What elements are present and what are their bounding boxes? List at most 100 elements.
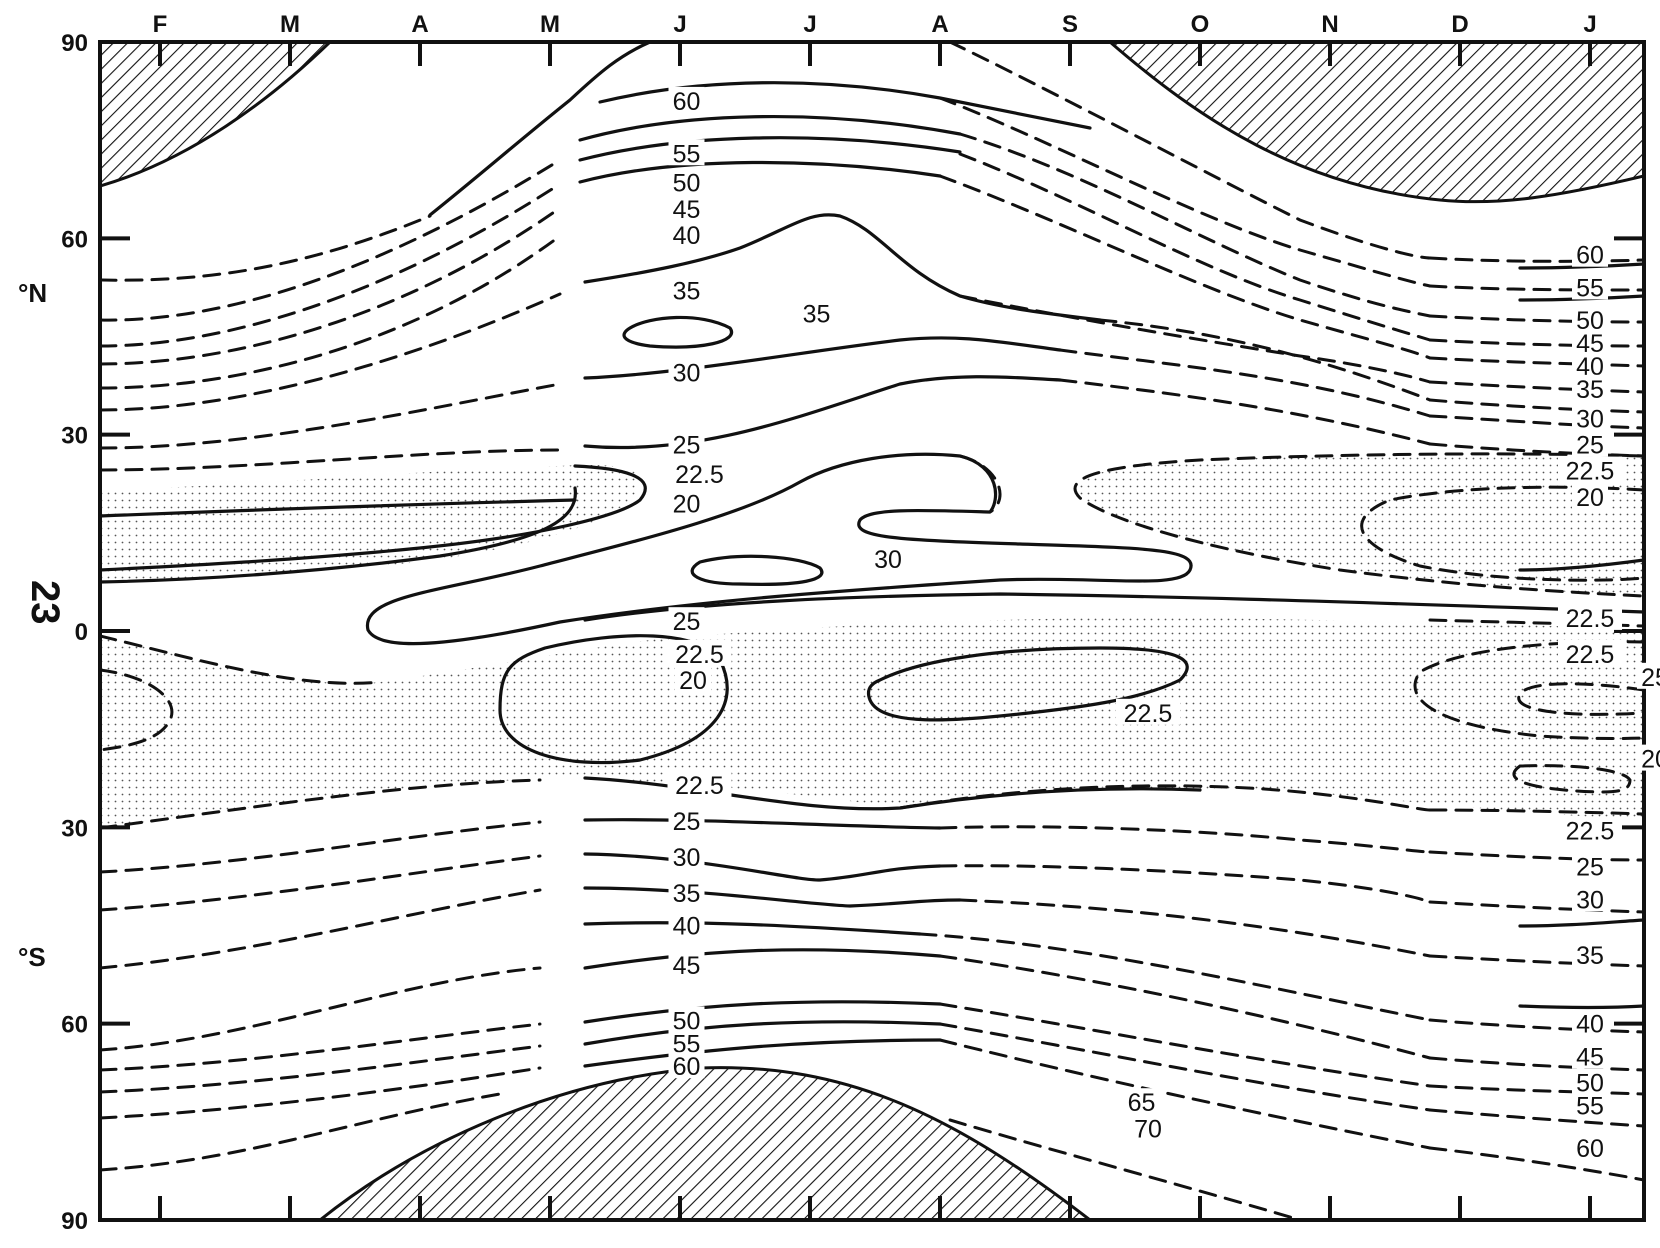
contour-label: 22.5 [675,461,724,489]
contour-line [100,668,174,752]
contour-line [938,954,1432,1060]
contour-line [1518,262,1644,270]
contour-line [1517,682,1644,716]
contour-line [1073,452,1644,598]
contour-line [100,292,562,412]
contour-label-halo [668,489,705,516]
contour-label-halo [668,1006,705,1033]
month-label: A [931,11,948,38]
contour-line [583,592,1644,622]
contour-line [866,646,1189,722]
contour-line [100,1092,502,1172]
contour-line [1428,414,1644,430]
contour-line [583,818,942,830]
contour-label-halo [1130,1114,1166,1141]
contour-label-halo [668,878,705,905]
contour-label: 22.5 [675,772,724,800]
contour-label: 55 [1576,1092,1604,1120]
contour-label: 35 [673,278,701,306]
contour-label-halo [1572,430,1608,457]
contour-line [428,42,652,217]
contour-line [100,634,382,685]
contour-label-halo [1572,1091,1608,1118]
contour-label-halo [668,806,705,833]
contour-label: 35 [1576,376,1604,404]
contour-line [622,315,734,349]
contour-line [938,174,1432,360]
contour-label: 20 [679,667,707,695]
contour-line [100,1044,542,1094]
contour-line [1518,1004,1644,1010]
contour-label-halo [1572,1134,1608,1161]
dotted-region-south [100,618,1644,828]
contour-label-halo [1572,273,1608,300]
contour-label-halo [1572,1009,1608,1036]
contour-label: 25 [673,431,701,459]
contour-label-halo [1116,698,1180,725]
contour-label: 35 [803,301,831,329]
contour-line [1428,900,1644,914]
lat-label: 90 [61,30,88,57]
contour-line [958,152,1432,342]
contour-line [100,888,542,970]
contour-label: 30 [874,546,902,574]
contour-line [1428,850,1644,862]
contour-line [583,336,1062,380]
contour-label: 30 [1576,886,1604,914]
contour-line [100,854,542,912]
contour-line [1098,318,1432,402]
contour-line [1518,918,1644,928]
contour-line [1058,378,1432,446]
contour-line [1518,558,1644,572]
contour-label: 50 [673,170,701,198]
contour-label-halo [1572,1042,1608,1069]
contour-label: 70 [1134,1115,1162,1143]
contour-line [100,486,577,584]
contour-label: 40 [673,913,701,941]
hatched-region-north-west [100,42,333,188]
contour-line [958,294,1432,384]
contour-label-halo [1572,306,1608,333]
contour-line [938,1038,1432,1150]
contour-line [690,554,824,586]
contour-line [1413,640,1644,740]
contour-line [958,454,1002,514]
contour-label-halo [668,950,705,977]
contour-label: 22.5 [1566,458,1615,486]
month-label: J [803,11,816,38]
contour-line [100,1022,542,1072]
contour-label-halo [1558,456,1622,483]
contour-line [1428,380,1644,394]
contour-label-halo [1572,404,1608,431]
contour-label: 40 [1576,1011,1604,1039]
contour-line [898,784,1432,812]
contour-line [938,96,1432,288]
contour-label-halo [667,639,732,666]
contour-line [1428,398,1644,414]
contour-label: 25 [1576,431,1604,459]
contour-line [1428,1018,1644,1034]
lat-label: 90 [61,1208,88,1235]
contour-label: 20 [1576,484,1604,512]
lat-label: 0 [75,619,88,646]
contour-line [938,825,1432,854]
contour-line [365,452,1193,646]
contour-line [498,634,729,765]
month-label: J [673,11,686,38]
contour-label: 22.5 [1566,641,1615,669]
contour-line [583,921,922,936]
contour-label-halo [668,842,705,869]
contour-line [100,382,562,450]
figure-number: 23 [23,580,67,625]
contour-line [1428,256,1644,263]
contour-label: 45 [1576,1043,1604,1071]
contour-label-halo [1572,482,1608,509]
contour-label-halo [667,459,732,486]
contour-label: 45 [673,196,701,224]
contour-label: 25 [673,608,701,636]
month-label: M [280,11,300,38]
contour-label-halo [1572,885,1608,912]
contour-label-halo [668,911,705,938]
contour-line [100,206,562,366]
